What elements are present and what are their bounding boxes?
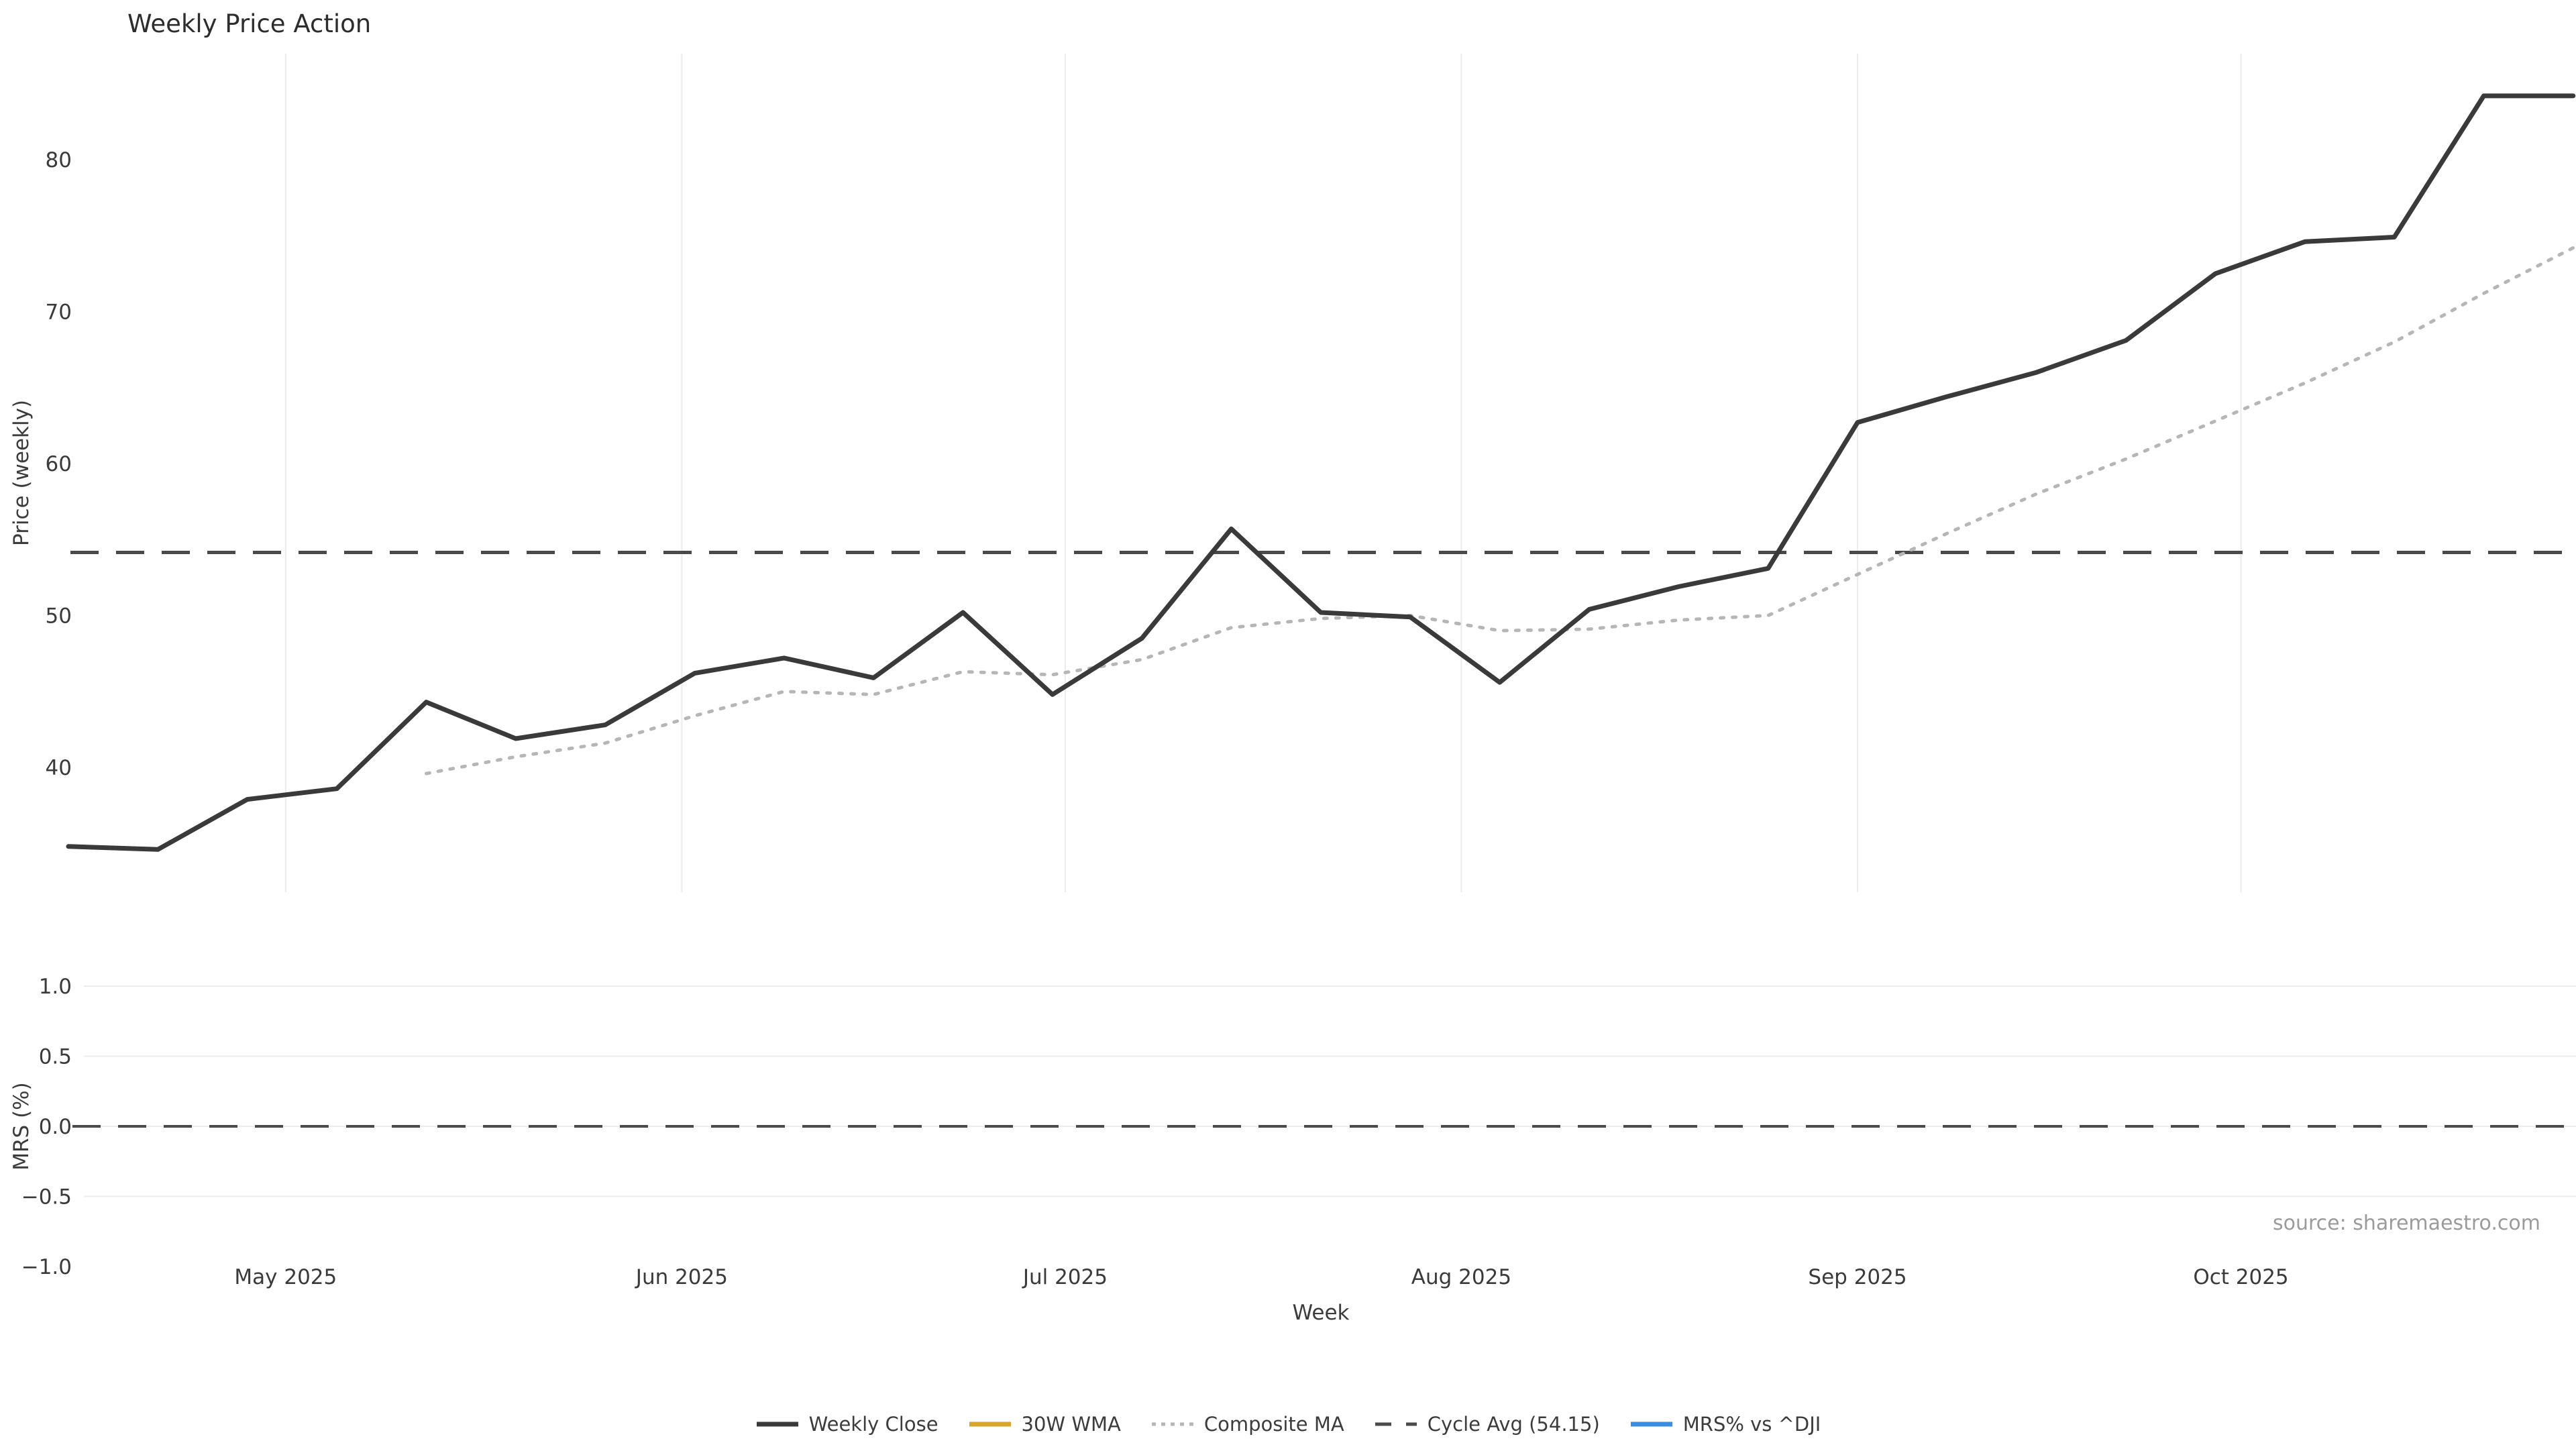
x-axis-label: Week [1292,1301,1350,1325]
weekly-close-line-swatch [756,1421,798,1427]
legend-label: Weekly Close [808,1413,938,1436]
price-tick-label: 70 [46,300,72,324]
month-tick-label: Oct 2025 [2193,1265,2288,1289]
legend-label: Cycle Avg (54.15) [1427,1413,1600,1436]
wma-line-swatch [969,1421,1011,1427]
composite-ma-line [424,246,2575,775]
mrs-tick-label: −1.0 [21,1255,72,1279]
chart-title: Weekly Price Action [127,9,372,38]
legend-item-weekly-close: Weekly Close [755,1413,938,1436]
mrs-line-swatch [1630,1421,1672,1427]
legend-label: MRS% vs ^DJI [1682,1413,1821,1436]
month-tick-label: May 2025 [234,1265,337,1289]
legend-item-mrs: MRS% vs ^DJI [1629,1413,1821,1436]
month-tick-label: Jun 2025 [635,1265,728,1289]
composite-ma-dotted-swatch [1151,1422,1193,1426]
month-tick-label: Sep 2025 [1808,1265,1907,1289]
weekly-close-line [66,93,2576,852]
legend-label: Composite MA [1203,1413,1344,1436]
price-tick-label: 60 [46,452,72,476]
price-tick-label: 50 [46,604,72,628]
month-tick-label: Aug 2025 [1411,1265,1511,1289]
mrs-tick-label: 0.0 [39,1115,72,1139]
legend-item-30w-wma: 30W WMA [968,1413,1121,1436]
legend: Weekly Close 30W WMA Composite MA Cycle … [0,1413,2576,1436]
legend-item-composite-ma: Composite MA [1150,1413,1344,1436]
source-credit: source: sharemaestro.com [2273,1212,2540,1235]
mrs-axis-label: MRS (%) [9,1082,34,1171]
mrs-tick-label: 0.5 [39,1044,72,1069]
legend-label: 30W WMA [1021,1413,1121,1436]
price-axis-label: Price (weekly) [9,399,34,547]
mrs-tick-label: −0.5 [21,1185,72,1209]
legend-item-cycle-avg: Cycle Avg (54.15) [1374,1413,1600,1436]
month-tick-label: Jul 2025 [1022,1265,1108,1289]
price-tick-label: 80 [46,148,72,172]
price-tick-label: 40 [46,756,72,780]
mrs-tick-label: 1.0 [39,975,72,999]
cycle-avg-dashed-swatch [1375,1422,1417,1426]
